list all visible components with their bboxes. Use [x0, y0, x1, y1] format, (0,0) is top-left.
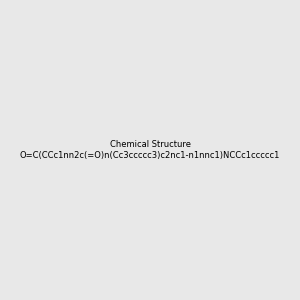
Text: Chemical Structure
O=C(CCc1nn2c(=O)n(Cc3ccccc3)c2nc1-n1nnc1)NCCc1ccccc1: Chemical Structure O=C(CCc1nn2c(=O)n(Cc3…: [20, 140, 280, 160]
